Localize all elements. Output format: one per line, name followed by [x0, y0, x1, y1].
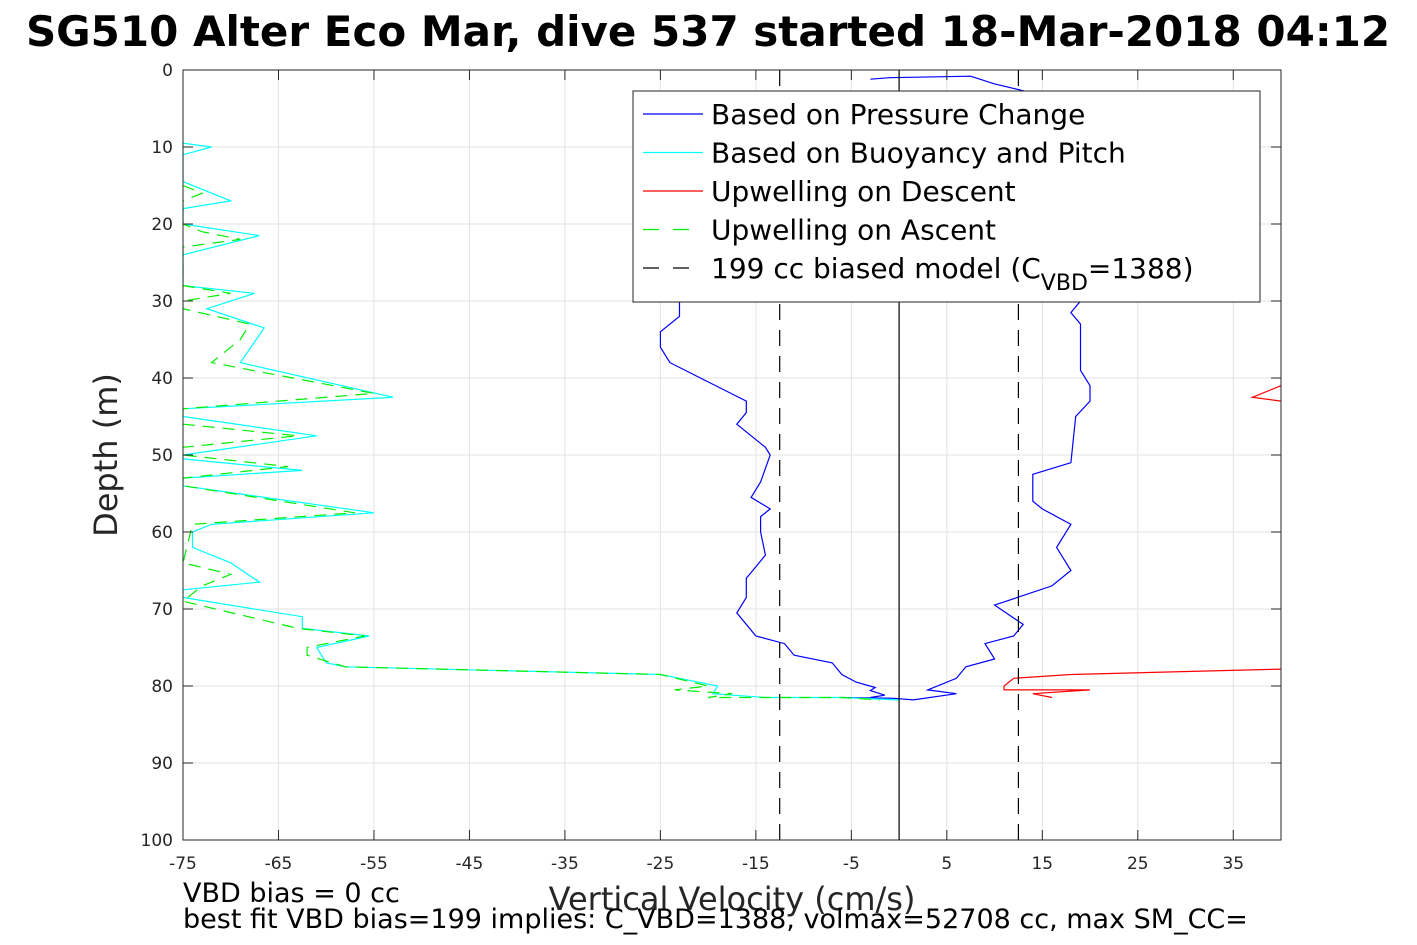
y-tick-label: 90	[151, 754, 173, 774]
legend-items: Based on Pressure Change Based on Buoyanc…	[643, 98, 1194, 296]
x-tick-label: 35	[1222, 854, 1244, 874]
x-tick-label: -45	[456, 854, 484, 874]
series-line	[1250, 385, 1281, 402]
legend-label: Upwelling on Descent	[711, 175, 1016, 208]
y-tick-label: 0	[162, 61, 173, 81]
y-tick-label: 50	[151, 446, 173, 466]
legend-label: 199 cc biased model (CVBD=1388)	[711, 252, 1194, 296]
y-tick-label: 40	[151, 369, 173, 389]
series-line	[659, 301, 885, 699]
y-tick-label: 70	[151, 600, 173, 620]
y-axis-label: Depth (m)	[87, 373, 125, 537]
x-tick-label: -35	[551, 854, 579, 874]
y-tick-label: 100	[141, 831, 173, 851]
x-tick-label: -75	[169, 854, 197, 874]
x-tick-label: 15	[1031, 854, 1053, 874]
legend-label-text: 199 cc biased model (C	[711, 252, 1041, 285]
x-axis-ticks: -75 -65 -55 -45 -35 -25 -15 -5 5 15 25 35	[169, 70, 1244, 874]
x-tick-label: 25	[1127, 854, 1149, 874]
y-tick-label: 30	[151, 292, 173, 312]
y-tick-label: 80	[151, 677, 173, 697]
y-tick-label: 10	[151, 138, 173, 158]
x-tick-label: -5	[843, 854, 860, 874]
x-tick-label: 5	[941, 854, 952, 874]
legend-label: Upwelling on Ascent	[711, 214, 996, 247]
legend-label-text: Based on Pressure Change	[711, 98, 1085, 131]
legend-label: Based on Pressure Change	[711, 98, 1085, 131]
x-tick-label: -55	[360, 854, 388, 874]
legend-label-text: Based on Buoyancy and Pitch	[711, 137, 1126, 170]
legend-box	[632, 90, 1261, 303]
x-tick-label: -15	[742, 854, 770, 874]
x-tick-label: -25	[647, 854, 675, 874]
y-tick-label: 60	[151, 523, 173, 543]
chart-title: SG510 Alter Eco Mar, dive 537 started 18…	[26, 7, 1390, 56]
series-line	[183, 184, 881, 701]
x-axis-label: Vertical Velocity (cm/s)	[549, 880, 916, 918]
vbd-bias-annotation: VBD bias = 0 cc	[183, 878, 400, 909]
y-tick-label: 20	[151, 215, 173, 235]
best-fit-annotation: best fit VBD bias=199 implies: C_VBD=138…	[183, 904, 1248, 935]
legend-label-text: Upwelling on Descent	[711, 175, 1016, 208]
legend-label: Based on Buoyancy and Pitch	[711, 137, 1126, 170]
x-tick-label: -65	[265, 854, 293, 874]
legend-label-text: Upwelling on Ascent	[711, 214, 996, 247]
legend-label-subscript: VBD	[1041, 271, 1088, 296]
series-line	[1003, 668, 1281, 699]
legend: Based on Pressure Change Based on Buoyanc…	[632, 90, 1261, 303]
legend-label-suffix: =1388)	[1088, 252, 1194, 285]
y-axis-ticks: 0 10 20 30 40 50 60 70 80 90 100	[141, 61, 1281, 851]
